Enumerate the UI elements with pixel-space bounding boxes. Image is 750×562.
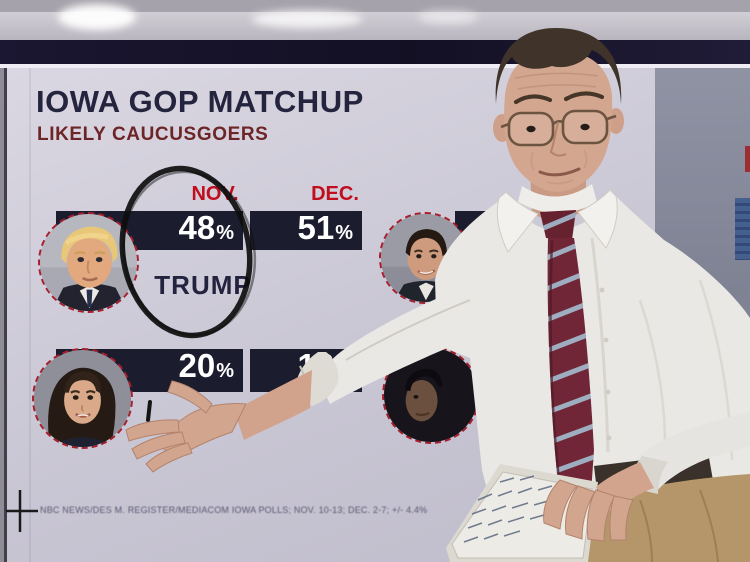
- screen-left-edge: [0, 68, 4, 562]
- trump-dec-value: 51: [297, 209, 335, 246]
- studio-monitor-edge: [735, 198, 750, 260]
- nikki-haley-photo: [32, 348, 133, 449]
- vivek-ramaswamy-photo: [382, 346, 480, 444]
- trump-dec-bar: 51 %: [250, 211, 362, 250]
- percent-sign: %: [216, 222, 234, 244]
- studio-light: [418, 10, 478, 24]
- trump-label: TRUMP: [154, 270, 252, 300]
- ceiling-strip: [0, 0, 750, 12]
- studio-floor-box: [727, 497, 750, 549]
- haley-nov-value: 20: [178, 347, 216, 384]
- studio-red-accent: [745, 146, 750, 172]
- trump-nov-value: 48: [178, 209, 216, 246]
- poll-subtitle: LIKELY CAUCUSGOERS: [37, 124, 269, 145]
- poll-title: IOWA GOP MATCHUP: [36, 84, 364, 119]
- studio-floor: [693, 546, 750, 562]
- studio-light: [58, 4, 136, 30]
- poll-source-line: NBC NEWS/DES M. REGISTER/MEDIACOM IOWA P…: [40, 505, 428, 515]
- donald-trump-photo: [38, 212, 139, 313]
- percent-sign: %: [335, 222, 353, 244]
- percent-sign: %: [335, 360, 353, 382]
- screen-top-bezel: [0, 40, 750, 64]
- screen-fold-seam: [29, 68, 31, 562]
- percent-sign: %: [216, 360, 234, 382]
- ramaswamy-partial-label: RA: [483, 376, 524, 406]
- studio-light: [252, 10, 362, 28]
- screen-left-seam: [4, 68, 7, 562]
- screen-top-highlight: [0, 64, 750, 68]
- haley-dec-bar: 16 %: [250, 349, 362, 392]
- ron-desantis-photo: [379, 212, 471, 304]
- column-header-nov: NOV.: [191, 183, 239, 205]
- column-header-dec: DEC.: [311, 183, 359, 205]
- haley-dec-value: 16: [297, 347, 335, 384]
